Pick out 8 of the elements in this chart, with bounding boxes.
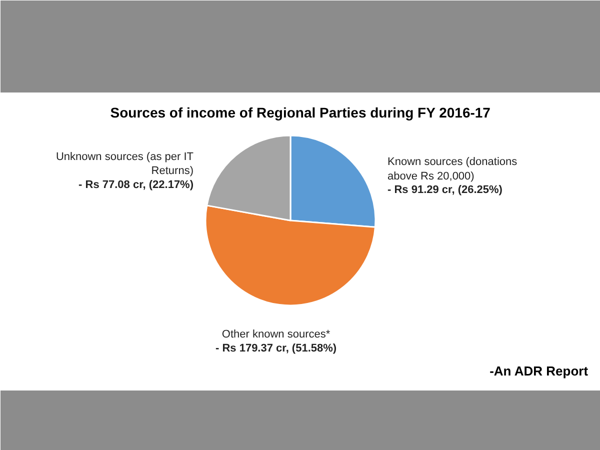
- data-label: - Rs 77.08 cr, (22.17%): [78, 178, 194, 191]
- text: -An ADR Report: [490, 364, 589, 378]
- slice-label: Known sources (donations above Rs 20,000): [388, 156, 518, 183]
- data-label: - Rs 91.29 cr, (26.25%): [388, 184, 503, 196]
- slice-label: Other known sources*: [222, 328, 331, 341]
- chart-title: Sources of income of Regional Parties during FY 2016-17: [110, 104, 491, 120]
- slice-label: Unknown sources (as per IT Returns): [56, 150, 194, 178]
- data-label: - Rs 179.37 cr, (51.58%): [215, 342, 337, 355]
